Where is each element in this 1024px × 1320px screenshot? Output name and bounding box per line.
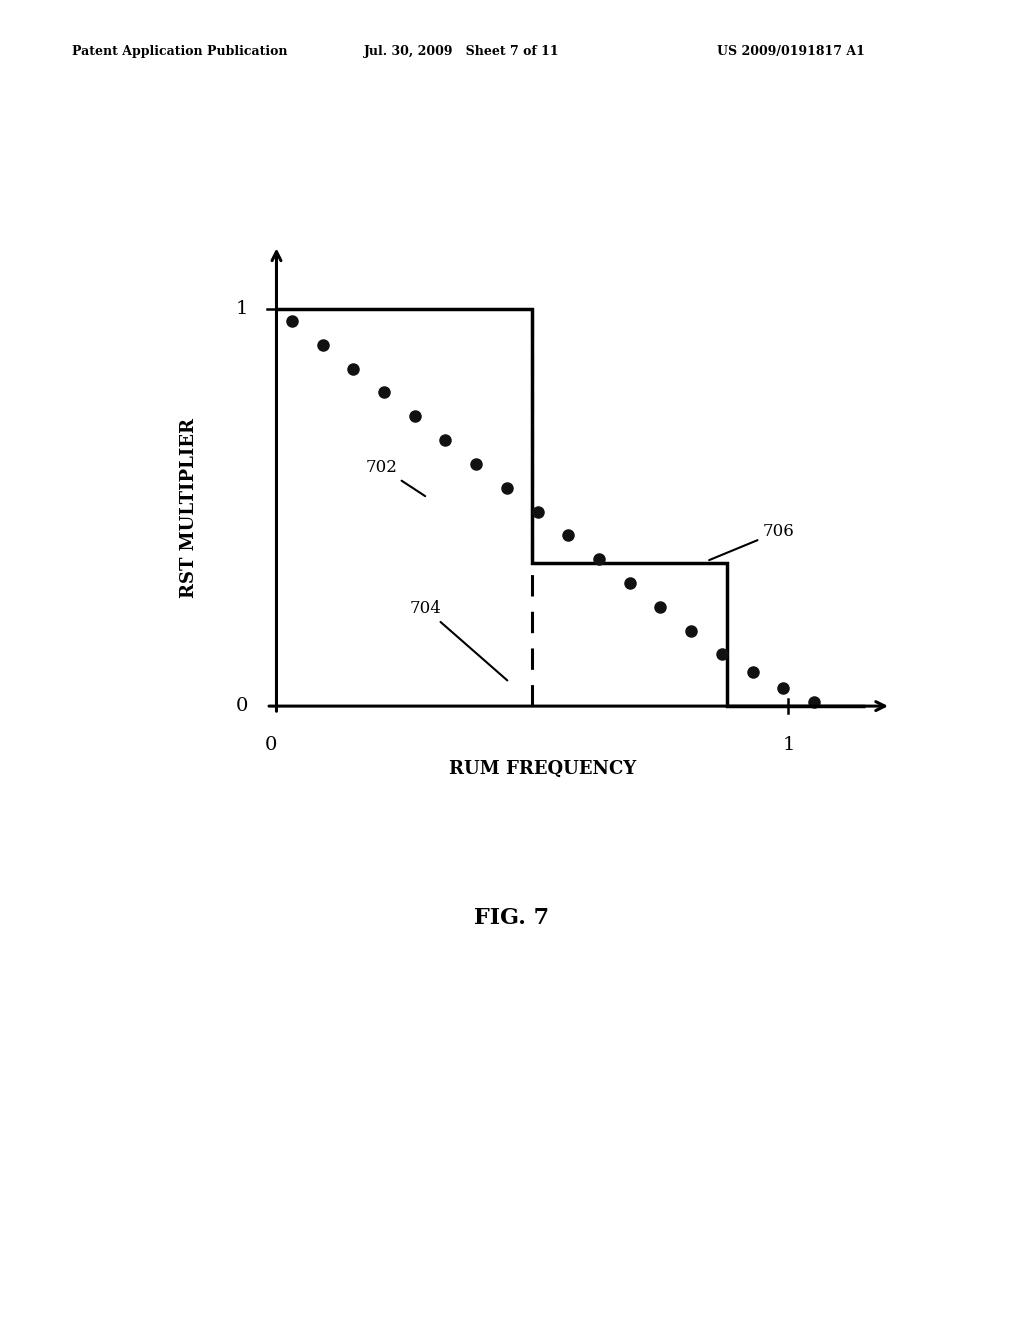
- Text: US 2009/0191817 A1: US 2009/0191817 A1: [717, 45, 864, 58]
- Text: Jul. 30, 2009   Sheet 7 of 11: Jul. 30, 2009 Sheet 7 of 11: [364, 45, 559, 58]
- Text: RST MULTIPLIER: RST MULTIPLIER: [180, 417, 199, 598]
- Text: 704: 704: [410, 601, 507, 680]
- Text: 1: 1: [782, 735, 795, 754]
- Text: FIG. 7: FIG. 7: [474, 907, 550, 929]
- Text: 0: 0: [236, 697, 249, 715]
- Text: Patent Application Publication: Patent Application Publication: [72, 45, 287, 58]
- Text: RUM FREQUENCY: RUM FREQUENCY: [450, 760, 636, 777]
- Text: 706: 706: [710, 523, 795, 560]
- Text: 702: 702: [367, 459, 425, 496]
- Text: 0: 0: [265, 735, 278, 754]
- Text: 1: 1: [236, 300, 249, 318]
